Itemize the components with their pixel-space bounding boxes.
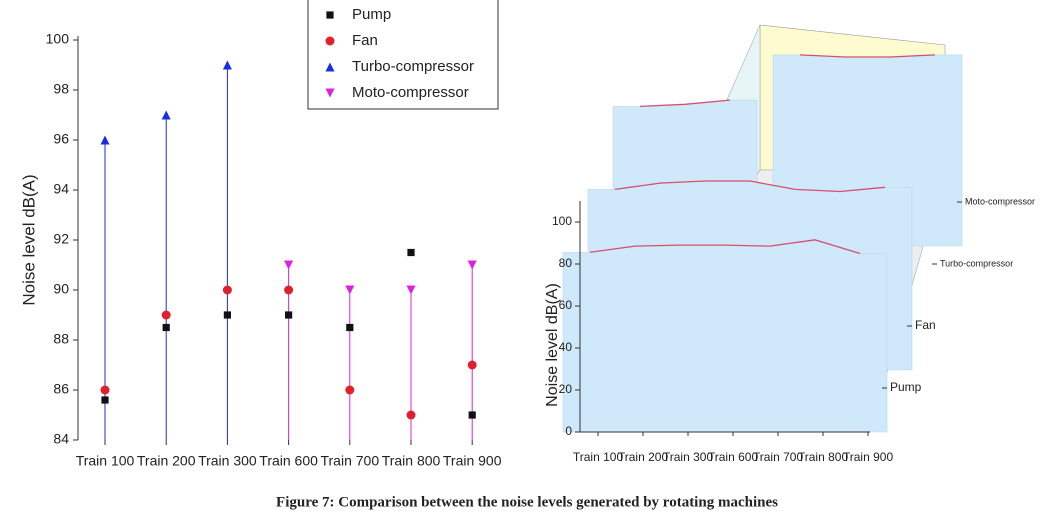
legend-marker — [325, 62, 335, 72]
depth-label: Moto-compressor — [965, 196, 1035, 206]
wall-top-line — [799, 54, 936, 58]
marker-circle — [284, 285, 294, 295]
x-tick-label: Train 600 — [708, 450, 759, 464]
marker-triangle — [406, 285, 416, 295]
marker-triangle — [222, 60, 232, 70]
marker-triangle — [467, 260, 477, 270]
y-tick-label: 86 — [53, 381, 69, 397]
caption: Figure 7: Comparison between the noise l… — [276, 494, 778, 510]
y-tick-label: 84 — [53, 431, 69, 447]
x-tick-label: Train 600 — [259, 453, 318, 469]
marker-square — [285, 311, 293, 319]
x-tick-label: Train 800 — [798, 450, 849, 464]
z-tick-label: 60 — [559, 298, 573, 312]
x-tick-label: Train 300 — [663, 450, 714, 464]
depth-label: Turbo-compressor — [940, 258, 1013, 268]
x-tick-label: Train 800 — [382, 453, 441, 469]
z-tick-label: 100 — [552, 214, 572, 228]
marker-square — [407, 248, 415, 257]
x-tick-label: Train 700 — [320, 453, 379, 469]
legend-label: Moto-compressor — [352, 84, 469, 101]
x-tick-label: Train 100 — [573, 450, 624, 464]
x-tick-label: Train 300 — [198, 453, 257, 469]
legend-marker — [326, 11, 334, 19]
marker-square — [223, 311, 231, 319]
depth-label: Fan — [915, 318, 936, 332]
legend-label: Pump — [352, 6, 391, 23]
legend-box — [307, 0, 499, 110]
z-tick-label: 80 — [559, 256, 573, 270]
marker-square — [468, 411, 476, 419]
marker-square — [346, 323, 354, 332]
x-tick-label: Train 700 — [753, 450, 804, 464]
marker-circle — [161, 310, 171, 320]
y-tick-label: 94 — [53, 181, 69, 197]
marker-circle — [222, 285, 232, 295]
y-tick-label: 98 — [53, 81, 69, 97]
y-tick-label: 100 — [46, 31, 70, 47]
y-tick-label: 92 — [53, 231, 69, 247]
x-tick-label: Train 100 — [76, 453, 135, 469]
wall-top-line — [614, 180, 886, 193]
marker-triangle — [345, 285, 355, 295]
legend-label: Fan — [352, 32, 378, 49]
y-tick-label: 88 — [53, 331, 69, 347]
y-tick-label: 90 — [53, 281, 69, 297]
marker-triangle — [161, 110, 171, 120]
legend-label: Turbo-compressor — [352, 58, 474, 75]
z-tick-label: 0 — [565, 424, 572, 438]
wall — [562, 239, 888, 433]
marker-circle — [100, 385, 110, 395]
marker-circle — [467, 360, 477, 370]
marker-triangle — [284, 260, 294, 270]
z-axis-label: Noise level dB(A) — [544, 283, 561, 407]
y-tick-label: 96 — [53, 131, 69, 147]
z-tick-label: 20 — [559, 382, 573, 396]
depth-label: Pump — [890, 380, 922, 394]
marker-square — [162, 323, 170, 332]
wall-top-line — [639, 99, 731, 108]
x-tick-label: Train 200 — [618, 450, 669, 464]
legend-marker — [325, 88, 335, 98]
marker-circle — [406, 410, 416, 420]
x-tick-label: Train 900 — [843, 450, 894, 464]
marker-square — [101, 396, 109, 404]
x-tick-label: Train 900 — [443, 453, 502, 469]
legend-marker — [325, 36, 335, 46]
y-axis-label: Noise level dB(A) — [19, 174, 38, 305]
marker-circle — [345, 385, 355, 395]
marker-triangle — [100, 135, 110, 145]
x-tick-label: Train 200 — [137, 453, 196, 469]
z-tick-label: 40 — [559, 340, 573, 354]
wall-top-line — [589, 239, 861, 255]
